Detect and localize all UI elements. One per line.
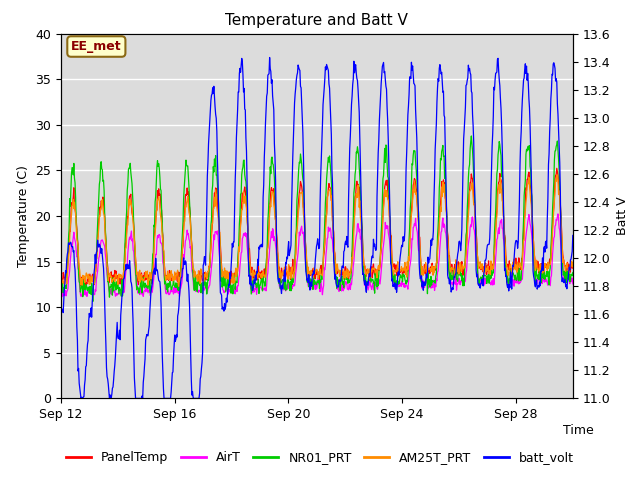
- Y-axis label: Batt V: Batt V: [616, 197, 629, 235]
- Y-axis label: Temperature (C): Temperature (C): [17, 165, 29, 267]
- Text: EE_met: EE_met: [71, 40, 122, 53]
- Legend: PanelTemp, AirT, NR01_PRT, AM25T_PRT, batt_volt: PanelTemp, AirT, NR01_PRT, AM25T_PRT, ba…: [61, 446, 579, 469]
- X-axis label: Time: Time: [563, 424, 593, 437]
- Title: Temperature and Batt V: Temperature and Batt V: [225, 13, 408, 28]
